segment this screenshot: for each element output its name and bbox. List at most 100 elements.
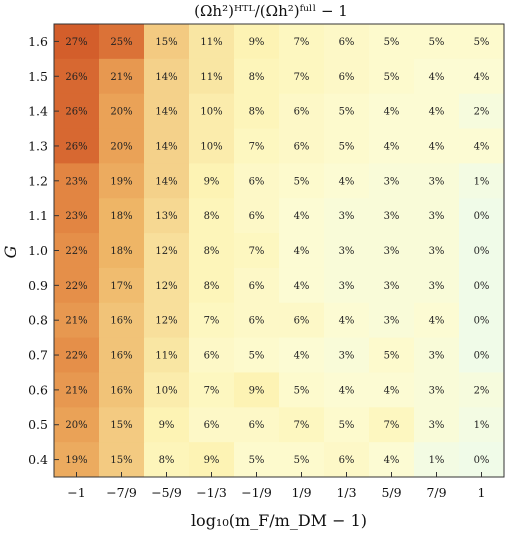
heatmap-cell <box>324 302 370 339</box>
heatmap-cell-label: 3% <box>429 385 445 396</box>
heatmap-cell-label: 2% <box>474 107 490 118</box>
heatmap-cell-label: 14% <box>155 141 177 152</box>
heatmap-cell <box>189 302 235 339</box>
heatmap-cell <box>324 128 370 164</box>
heatmap-cell-label: 4% <box>429 107 445 118</box>
heatmap-cell-label: 26% <box>65 141 87 152</box>
heatmap-cell-label: 3% <box>429 211 445 222</box>
heatmap-cell-label: 21% <box>110 72 132 83</box>
heatmap-cell-label: 7% <box>294 72 310 83</box>
heatmap-cell-label: 21% <box>65 316 87 327</box>
heatmap-cell <box>99 58 145 95</box>
heatmap-cell <box>189 267 235 304</box>
heatmap-cell <box>144 128 190 164</box>
heatmap-cell-label: 7% <box>249 246 265 257</box>
heatmap-cell-label: 17% <box>110 281 132 292</box>
heatmap-cell <box>459 163 505 199</box>
x-tick-label: −7/9 <box>106 485 137 500</box>
y-tick-label: 0.8 <box>28 313 48 328</box>
heatmap-cell <box>369 58 415 95</box>
heatmap-cell-label: 4% <box>339 176 355 187</box>
heatmap-cell <box>54 337 100 373</box>
heatmap-cell <box>324 337 370 373</box>
heatmap-cell-label: 3% <box>429 246 445 257</box>
y-tick-label: 1.5 <box>28 69 48 84</box>
heatmap-cell <box>459 198 505 234</box>
heatmap-cell-label: 0% <box>474 281 490 292</box>
heatmap-cell <box>234 163 280 199</box>
heatmap-cell <box>234 93 280 130</box>
heatmap-cell-label: 1% <box>474 176 490 187</box>
heatmap-cell-label: 6% <box>249 420 265 431</box>
heatmap-cell-label: 9% <box>204 176 220 187</box>
heatmap-cell <box>234 372 280 408</box>
heatmap-cell <box>414 128 460 164</box>
heatmap-cell-label: 4% <box>294 351 310 362</box>
heatmap-cell-label: 6% <box>249 176 265 187</box>
heatmap-cell-label: 26% <box>65 72 87 83</box>
heatmap-cell <box>99 163 145 199</box>
heatmap-cell-label: 11% <box>200 37 222 48</box>
heatmap-cell-label: 16% <box>110 385 132 396</box>
heatmap-cell-label: 10% <box>200 107 222 118</box>
heatmap-cell-label: 4% <box>339 385 355 396</box>
heatmap-cell-label: 3% <box>339 351 355 362</box>
heatmap-cell-label: 3% <box>429 351 445 362</box>
heatmap-cell-label: 12% <box>155 281 177 292</box>
heatmap-cell <box>324 233 370 269</box>
x-tick-label: −5/9 <box>151 485 182 500</box>
heatmap-cell <box>459 407 505 443</box>
heatmap-cell <box>54 198 100 234</box>
heatmap-cell <box>99 372 145 408</box>
heatmap-cell <box>234 267 280 304</box>
heatmap-cell <box>99 233 145 269</box>
heatmap-cell-label: 6% <box>294 107 310 118</box>
heatmap-cell-label: 21% <box>65 385 87 396</box>
heatmap-cell-labels: 27% 25% 15% 11% 9% 7% 6% 5% 5% 5% 26% 21% 14% 11% 8% 7%… <box>65 37 489 466</box>
heatmap-cell <box>414 302 460 339</box>
heatmap-cell <box>324 407 370 443</box>
y-tick-label: 1.3 <box>28 138 48 153</box>
heatmap-cell <box>234 442 280 478</box>
heatmap-cell <box>369 302 415 339</box>
heatmap-cell <box>144 337 190 373</box>
heatmap-cell <box>144 442 190 478</box>
heatmap-cell <box>54 24 100 60</box>
heatmap-cell-label: 4% <box>429 72 445 83</box>
heatmap-cell-label: 5% <box>294 385 310 396</box>
heatmap-cell <box>414 337 460 373</box>
heatmap-cell-label: 5% <box>339 141 355 152</box>
heatmap-cell <box>414 372 460 408</box>
heatmap-cell-label: 3% <box>339 211 355 222</box>
heatmap-cell <box>234 233 280 269</box>
heatmap-cell-label: 3% <box>339 281 355 292</box>
heatmap-cell <box>414 198 460 234</box>
heatmap-cell-label: 15% <box>110 420 132 431</box>
heatmap-cell-label: 1% <box>474 420 490 431</box>
heatmap-cell <box>324 163 370 199</box>
heatmap-cell-label: 7% <box>294 37 310 48</box>
heatmap-cell <box>279 407 325 443</box>
heatmap-cell-label: 20% <box>110 141 132 152</box>
heatmap-cell <box>324 93 370 130</box>
heatmap-cell <box>459 233 505 269</box>
heatmap-cell <box>144 407 190 443</box>
heatmap-cell <box>54 267 100 304</box>
heatmap-cell <box>279 442 325 478</box>
y-axis: 1.6 1.5 1.4 1.3 1.2 1.1 1.0 0.9 0.8 0.7 0.6 0.5 0.4 <box>28 34 59 467</box>
heatmap-cell <box>369 198 415 234</box>
heatmap-cell <box>369 163 415 199</box>
x-axis-title: log₁₀(m_F/m_DM − 1) <box>191 511 367 530</box>
heatmap-cell-label: 4% <box>429 141 445 152</box>
y-tick-label: 1.4 <box>28 104 48 119</box>
heatmap-cell <box>324 442 370 478</box>
heatmap-cell <box>369 337 415 373</box>
heatmap-cell-label: 8% <box>204 281 220 292</box>
heatmap-cell <box>99 407 145 443</box>
heatmap-cell <box>414 267 460 304</box>
heatmap-cell <box>369 442 415 478</box>
heatmap-cell <box>54 233 100 269</box>
heatmap-cell <box>234 302 280 339</box>
heatmap-cell-label: 5% <box>384 351 400 362</box>
heatmap-cell <box>54 407 100 443</box>
